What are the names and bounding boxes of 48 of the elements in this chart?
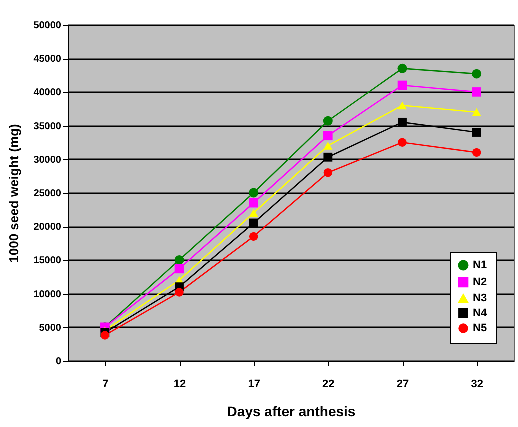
x-tick-label: 27 [396,378,410,390]
y-tick-label: 0 [56,356,62,368]
y-tick-label: 15000 [34,256,62,267]
x-axis-title: Days after anthesis [227,404,356,420]
point [249,198,258,208]
point [249,232,258,242]
y-tick-label: 30000 [34,154,62,166]
y-tick-label: 20000 [34,222,62,234]
x-tick-label: 17 [248,378,260,390]
point [175,288,184,297]
y-axis-title: 1000 seed weight (mg) [6,124,22,263]
point [398,64,408,74]
x-tick-label: 22 [322,378,335,390]
point [249,218,258,228]
x-tick-label: 12 [174,378,186,390]
x-tick-label: 32 [471,378,484,390]
y-tick-label: 10000 [34,289,62,300]
point [174,255,184,265]
y-tick-label: 5000 [39,322,62,334]
point [249,209,258,218]
y-tick-label: 40000 [34,88,62,99]
point [472,148,482,158]
point [324,131,333,141]
point [324,142,333,150]
y-tick-label: 35000 [34,121,62,132]
y-tick-label: 25000 [34,188,62,200]
point [398,102,408,110]
point [398,138,407,147]
legend-label: N2 [473,276,488,288]
y-tick-label: 45000 [34,54,62,66]
point [472,128,482,137]
y-tick-label: 50000 [34,20,62,32]
point [472,88,482,97]
point [324,152,333,162]
legend-label: N3 [473,292,488,304]
point [398,118,407,127]
legend-label: N4 [473,308,488,320]
x-tick-label: 7 [102,378,109,390]
point [249,188,259,198]
legend-label: N1 [473,260,488,272]
point [324,168,333,178]
point [398,80,408,90]
point [174,264,184,274]
point [100,331,110,340]
point [323,116,333,126]
point [472,108,482,116]
point [472,69,482,79]
legend-label: N5 [473,322,488,334]
